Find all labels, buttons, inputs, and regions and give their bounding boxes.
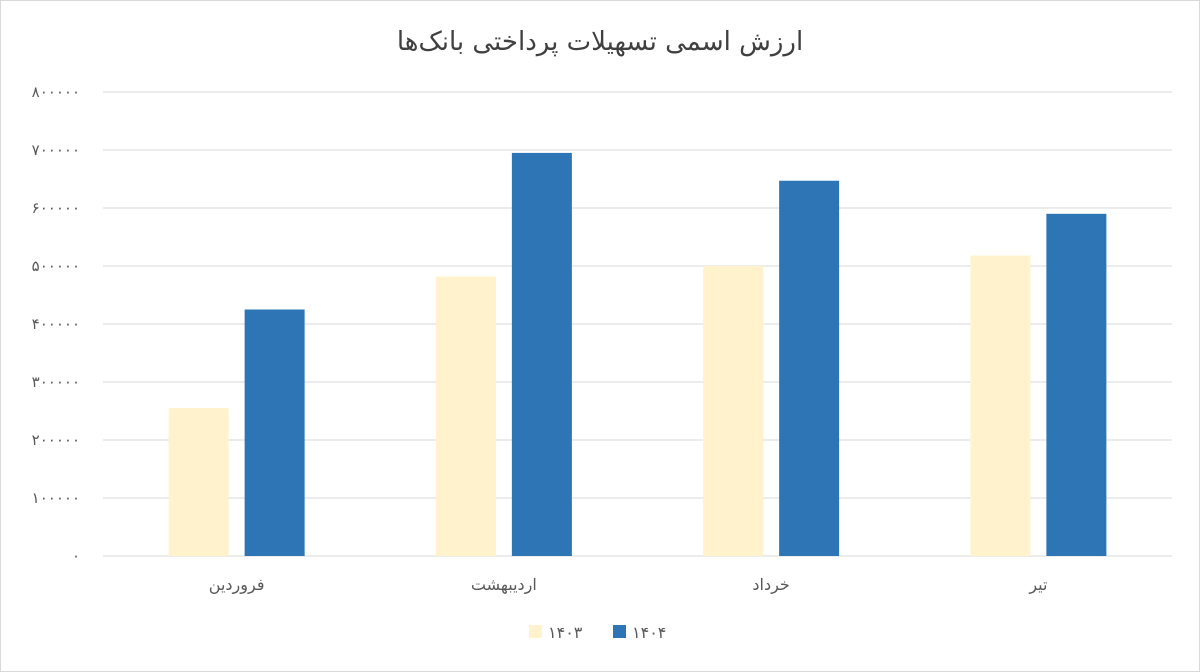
x-category-label: تیر (1028, 575, 1047, 595)
x-axis-categories: فروردین اردیبهشت خرداد تیر (209, 575, 1048, 595)
chart-title: ارزش اسمی تسهیلات پرداختی بانک‌ها (397, 27, 803, 57)
bar-1-4 (970, 255, 1031, 556)
bar-1-2 (435, 276, 496, 556)
y-tick-label: ۴۰۰۰۰۰ (32, 315, 80, 333)
y-tick-label: ۷۰۰۰۰۰ (32, 141, 80, 159)
legend-label: ۱۴۰۳ (548, 623, 583, 642)
bar-2-2 (511, 152, 572, 556)
bar-2-4 (1046, 213, 1107, 557)
y-tick-label: ۳۰۰۰۰۰ (32, 373, 80, 391)
y-tick-label: ۸۰۰۰۰۰ (32, 83, 80, 101)
legend-label: ۱۴۰۴ (632, 623, 666, 642)
y-tick-label: ۰ (72, 547, 80, 565)
legend: ۱۴۰۳ ۱۴۰۴ (529, 623, 666, 642)
legend-swatch (613, 625, 626, 638)
y-tick-label: ۶۰۰۰۰۰ (32, 199, 80, 217)
y-tick-label: ۲۰۰۰۰۰ (32, 431, 80, 449)
x-category-label: فروردین (209, 575, 265, 595)
bar-1-3 (703, 266, 764, 556)
legend-swatch (529, 625, 542, 638)
y-tick-label: ۵۰۰۰۰۰ (32, 257, 80, 275)
bar-1-1 (168, 408, 229, 556)
x-category-label: اردیبهشت (471, 575, 537, 595)
bars (168, 152, 1107, 557)
y-tick-label: ۱۰۰۰۰۰ (32, 489, 80, 507)
bar-2-3 (779, 180, 840, 557)
bar-2-1 (244, 309, 305, 556)
x-category-label: خرداد (752, 575, 789, 595)
y-axis-ticks: ۰ ۱۰۰۰۰۰ ۲۰۰۰۰۰ ۳۰۰۰۰۰ ۴۰۰۰۰۰ ۵۰۰۰۰۰ ۶۰۰۰۰۰ ۷۰۰… (32, 83, 80, 565)
